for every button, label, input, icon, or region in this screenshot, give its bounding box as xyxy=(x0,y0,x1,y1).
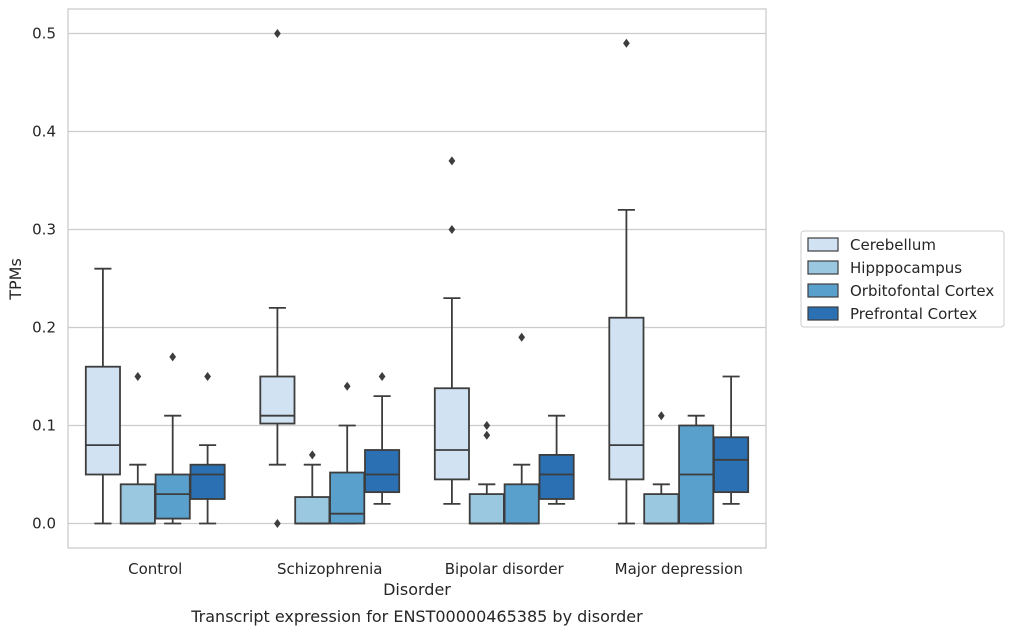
box-prefrontal-cortex xyxy=(189,372,226,525)
y-tick-label: 0.4 xyxy=(32,123,56,141)
legend-swatch xyxy=(807,306,839,321)
chart-caption: Transcript expression for ENST0000046538… xyxy=(190,607,643,626)
outlier-point xyxy=(274,29,281,38)
box-iqr xyxy=(468,493,505,525)
box-iqr xyxy=(503,483,540,525)
box-orbitofontal-cortex xyxy=(154,352,191,525)
x-axis-title: Disorder xyxy=(383,580,451,599)
box-prefrontal-cortex xyxy=(713,375,750,505)
box-orbitofontal-cortex xyxy=(329,381,366,525)
box-cerebellum xyxy=(608,38,645,525)
legend-swatch xyxy=(807,283,839,298)
legend-label: Hipppocampus xyxy=(850,259,962,277)
outlier-point xyxy=(623,38,630,48)
x-tick-label: Schizophrenia xyxy=(277,560,382,578)
y-tick-label: 0.0 xyxy=(32,515,56,533)
legend-label: Prefrontal Cortex xyxy=(850,305,977,323)
box-iqr xyxy=(294,496,331,525)
box-iqr xyxy=(329,471,366,525)
x-tick-label: Major depression xyxy=(615,560,743,578)
legend: Cerebellum Hipppocampus Orbitofontal Corte… xyxy=(800,230,1005,328)
legend-swatch xyxy=(807,237,839,252)
outlier-point xyxy=(378,372,386,381)
legend-swatch xyxy=(807,260,839,275)
box-iqr xyxy=(119,483,156,525)
x-tick-labels: Control Schizophrenia Bipolar disorder Majo… xyxy=(128,560,743,578)
box-plots xyxy=(84,29,750,528)
box-iqr xyxy=(538,453,575,500)
y-axis-title: TPMs xyxy=(6,258,25,301)
outlier-point xyxy=(308,450,316,460)
y-tick-label: 0.5 xyxy=(32,25,56,43)
outlier-point xyxy=(343,381,351,391)
box-prefrontal-cortex xyxy=(538,414,575,505)
box-cerebellum xyxy=(433,156,470,505)
plot-frame xyxy=(67,8,767,549)
box-iqr xyxy=(364,449,401,494)
y-tick-labels: 0.0 0.1 0.2 0.3 0.4 0.5 xyxy=(32,25,56,533)
legend-frame xyxy=(800,230,1005,328)
box-iqr xyxy=(433,387,470,481)
y-tick-label: 0.3 xyxy=(32,221,56,239)
outlier-point xyxy=(204,372,211,381)
outlier-point xyxy=(483,421,491,430)
outlier-point xyxy=(274,519,281,528)
grid-lines xyxy=(68,32,766,525)
outlier-point xyxy=(483,430,491,440)
legend-label: Cerebellum xyxy=(850,236,936,254)
y-tick-label: 0.2 xyxy=(32,319,56,337)
box-iqr xyxy=(84,365,121,476)
outlier-point xyxy=(134,372,142,381)
y-tick-label: 0.1 xyxy=(32,417,56,435)
box-hipppocampus xyxy=(468,421,505,525)
outlier-point xyxy=(657,411,665,421)
box-iqr xyxy=(608,316,645,481)
box-orbitofontal-cortex xyxy=(678,414,715,525)
box-cerebellum xyxy=(259,29,296,528)
box-prefrontal-cortex xyxy=(364,372,401,505)
box-hipppocampus xyxy=(643,411,680,525)
box-iqr xyxy=(643,493,680,525)
x-tick-label: Bipolar disorder xyxy=(445,560,565,578)
box-iqr xyxy=(189,463,226,500)
outlier-point xyxy=(169,352,177,362)
legend-label: Orbitofontal Cortex xyxy=(850,282,994,300)
outlier-point xyxy=(448,225,456,234)
outlier-point xyxy=(518,332,526,342)
box-orbitofontal-cortex xyxy=(503,332,540,525)
box-cerebellum xyxy=(84,267,121,525)
x-tick-label: Control xyxy=(128,560,182,578)
box-iqr xyxy=(713,436,750,494)
box-iqr xyxy=(154,473,191,520)
outlier-point xyxy=(448,156,456,166)
